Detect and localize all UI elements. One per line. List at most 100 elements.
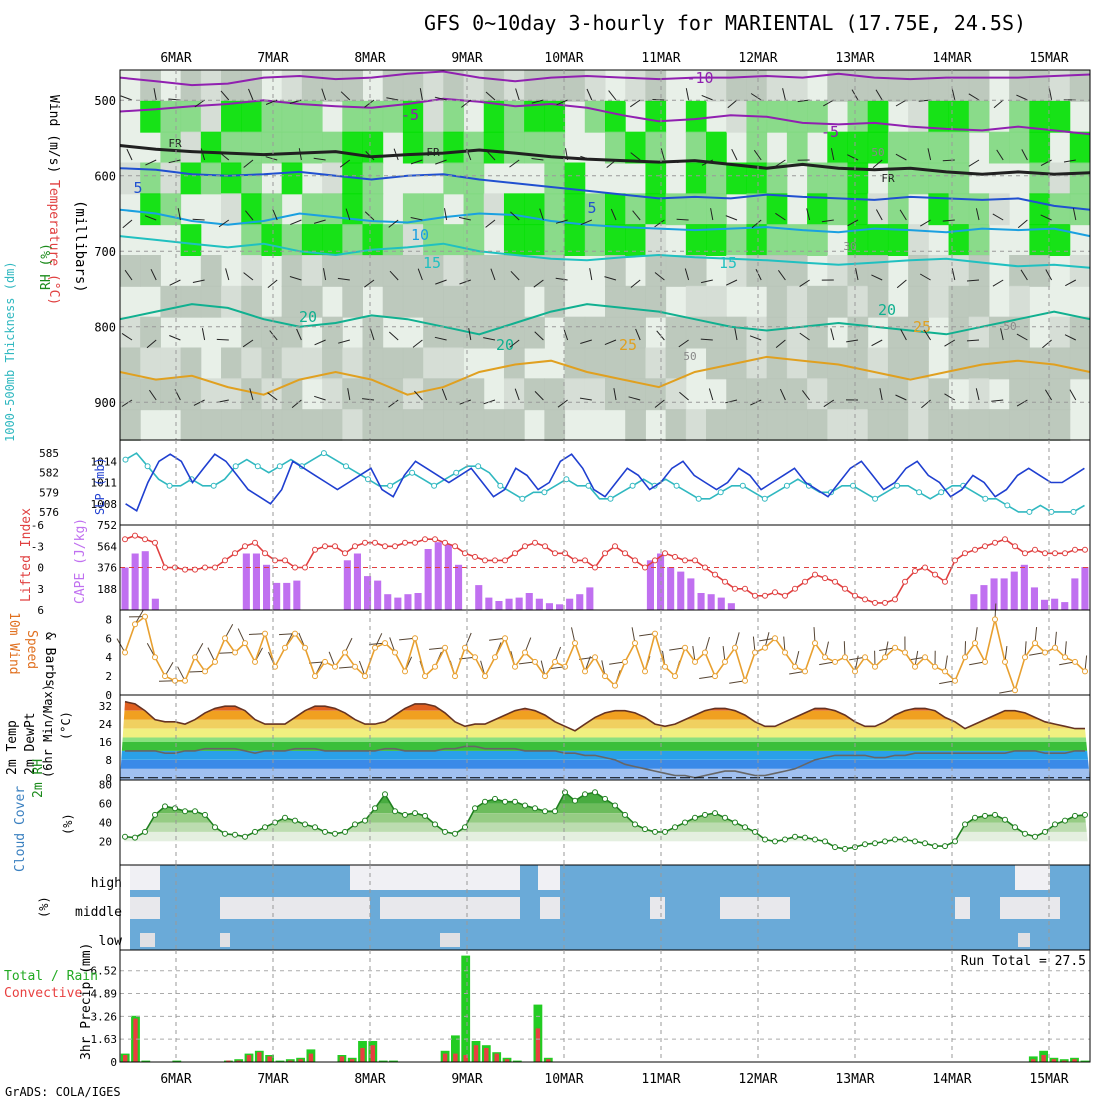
rh2m-line-marker [1072,812,1078,819]
temp-band [120,737,1090,742]
rh-fill-cell [1049,316,1071,349]
lifted-index-line-marker [592,564,598,571]
precip-conv-bar [546,1059,551,1062]
temp-contour--5 [119,97,1091,136]
wind10-line-marker [382,640,388,647]
rh2m-line-marker [712,810,718,817]
date-label-bottom: 14MAR [932,1072,971,1087]
rh-fill-cell [180,131,202,164]
lifted-index-line-marker [512,550,518,557]
wind-barb [193,399,205,406]
wind10-line-marker [372,644,378,651]
rh-fill-cell [706,347,727,380]
date-label-top: 10MAR [544,51,583,66]
temp-contour-label: 20 [496,336,514,354]
rh-fill-cell [564,316,586,349]
wind-barb [458,216,471,221]
rh-fill-cell [1069,316,1091,349]
rh-fill-cell [140,378,161,411]
temp-band [120,695,1090,702]
wind-barb [751,219,762,229]
wind10-line-marker [332,663,338,670]
rh-fill-cell [726,409,747,441]
wind-barb [291,399,302,408]
temp-contour-label: -5 [821,123,839,141]
rh-fill-cell [362,409,384,441]
wind-barb [725,279,738,286]
rh-fill-cell [301,193,323,226]
precip-conv-bar [1072,1059,1077,1062]
thickness-line-marker [563,476,570,483]
rh-fill-cell [786,131,808,164]
rh-fill-cell [766,378,788,411]
wind-barb [700,279,713,284]
rh-fill-cell [544,162,566,195]
rh-fill-cell [645,347,667,380]
rh-fill-cell [180,285,202,318]
wind-barb [321,88,327,101]
cape-bar [667,567,675,610]
rh-fill-cell [1009,285,1030,318]
wind10-line-marker [972,640,978,647]
wind-barb [272,208,278,221]
precip-conv-bar [1051,1059,1057,1062]
cape-tick: 752 [97,519,117,532]
lifted-index-line-marker [642,564,648,571]
temp2m-line [124,700,1085,732]
rh2m-line-marker [782,836,788,843]
wind10-line-marker [452,673,458,680]
thickness-line-marker [1026,508,1033,515]
temp-contour-25 [119,355,1091,396]
rh-fill-cell [685,316,707,349]
rh-fill-cell [362,316,384,349]
rh-fill-cell [402,285,424,318]
thickness-line-marker [673,482,680,489]
lifted-index-line-marker [392,543,398,550]
rh2m-line-marker [922,840,928,847]
wind-barb [725,399,738,404]
lifted-index-line-marker [322,543,328,550]
rh-fill-cell [342,131,363,164]
rh2m-line-marker [252,828,258,835]
ylabel-precip-total: Total / Rain [4,969,98,984]
rh-fill-cell [503,347,525,380]
wind-barb [589,268,593,281]
wind-barb [338,339,350,344]
lifted-index-line-marker [152,539,158,546]
wind-barb [386,97,399,101]
rh-fill-cell [928,255,950,287]
wind-barb [313,157,326,161]
wind-barb [533,279,544,288]
wind-barb [1044,389,1053,401]
date-label-top: 7MAR [257,51,288,66]
rh-fill-cell [766,316,788,349]
footer-credit: GrADS: COLA/IGES [5,1085,121,1099]
wind10-line-marker [232,649,238,656]
rh2m-line-marker [422,812,428,819]
wind-barb [1064,334,1077,341]
ylabel-precip: 3hr Precip (mm) [79,943,94,1060]
date-label-top: 15MAR [1029,51,1068,66]
rh-fill-cell [847,316,869,349]
lifted-index-line-marker [922,564,928,571]
rh2m-line-marker [682,819,688,826]
cape-bar [1020,564,1028,610]
wind-barb [459,279,471,285]
wind10-line-marker [1032,640,1038,647]
wind10-line-marker [842,654,848,661]
wind10-line-marker [632,640,638,647]
wind10-line-marker [652,630,658,637]
rh-fill-cell [503,285,525,318]
wind10-line-marker [812,640,818,647]
wind10-line-marker [832,658,838,665]
rh-fill-cell [685,193,707,226]
rh-fill-cell [645,70,667,102]
rh-fill-cell [807,193,828,226]
rh-fill-cell [605,131,626,164]
wind-barb [676,218,689,221]
wind-barb [339,159,351,168]
lifted-index-line-marker [282,557,288,564]
rh-fill-cell [241,285,262,318]
rh2m-line-marker [472,805,478,812]
rh-fill-cell [503,70,525,102]
